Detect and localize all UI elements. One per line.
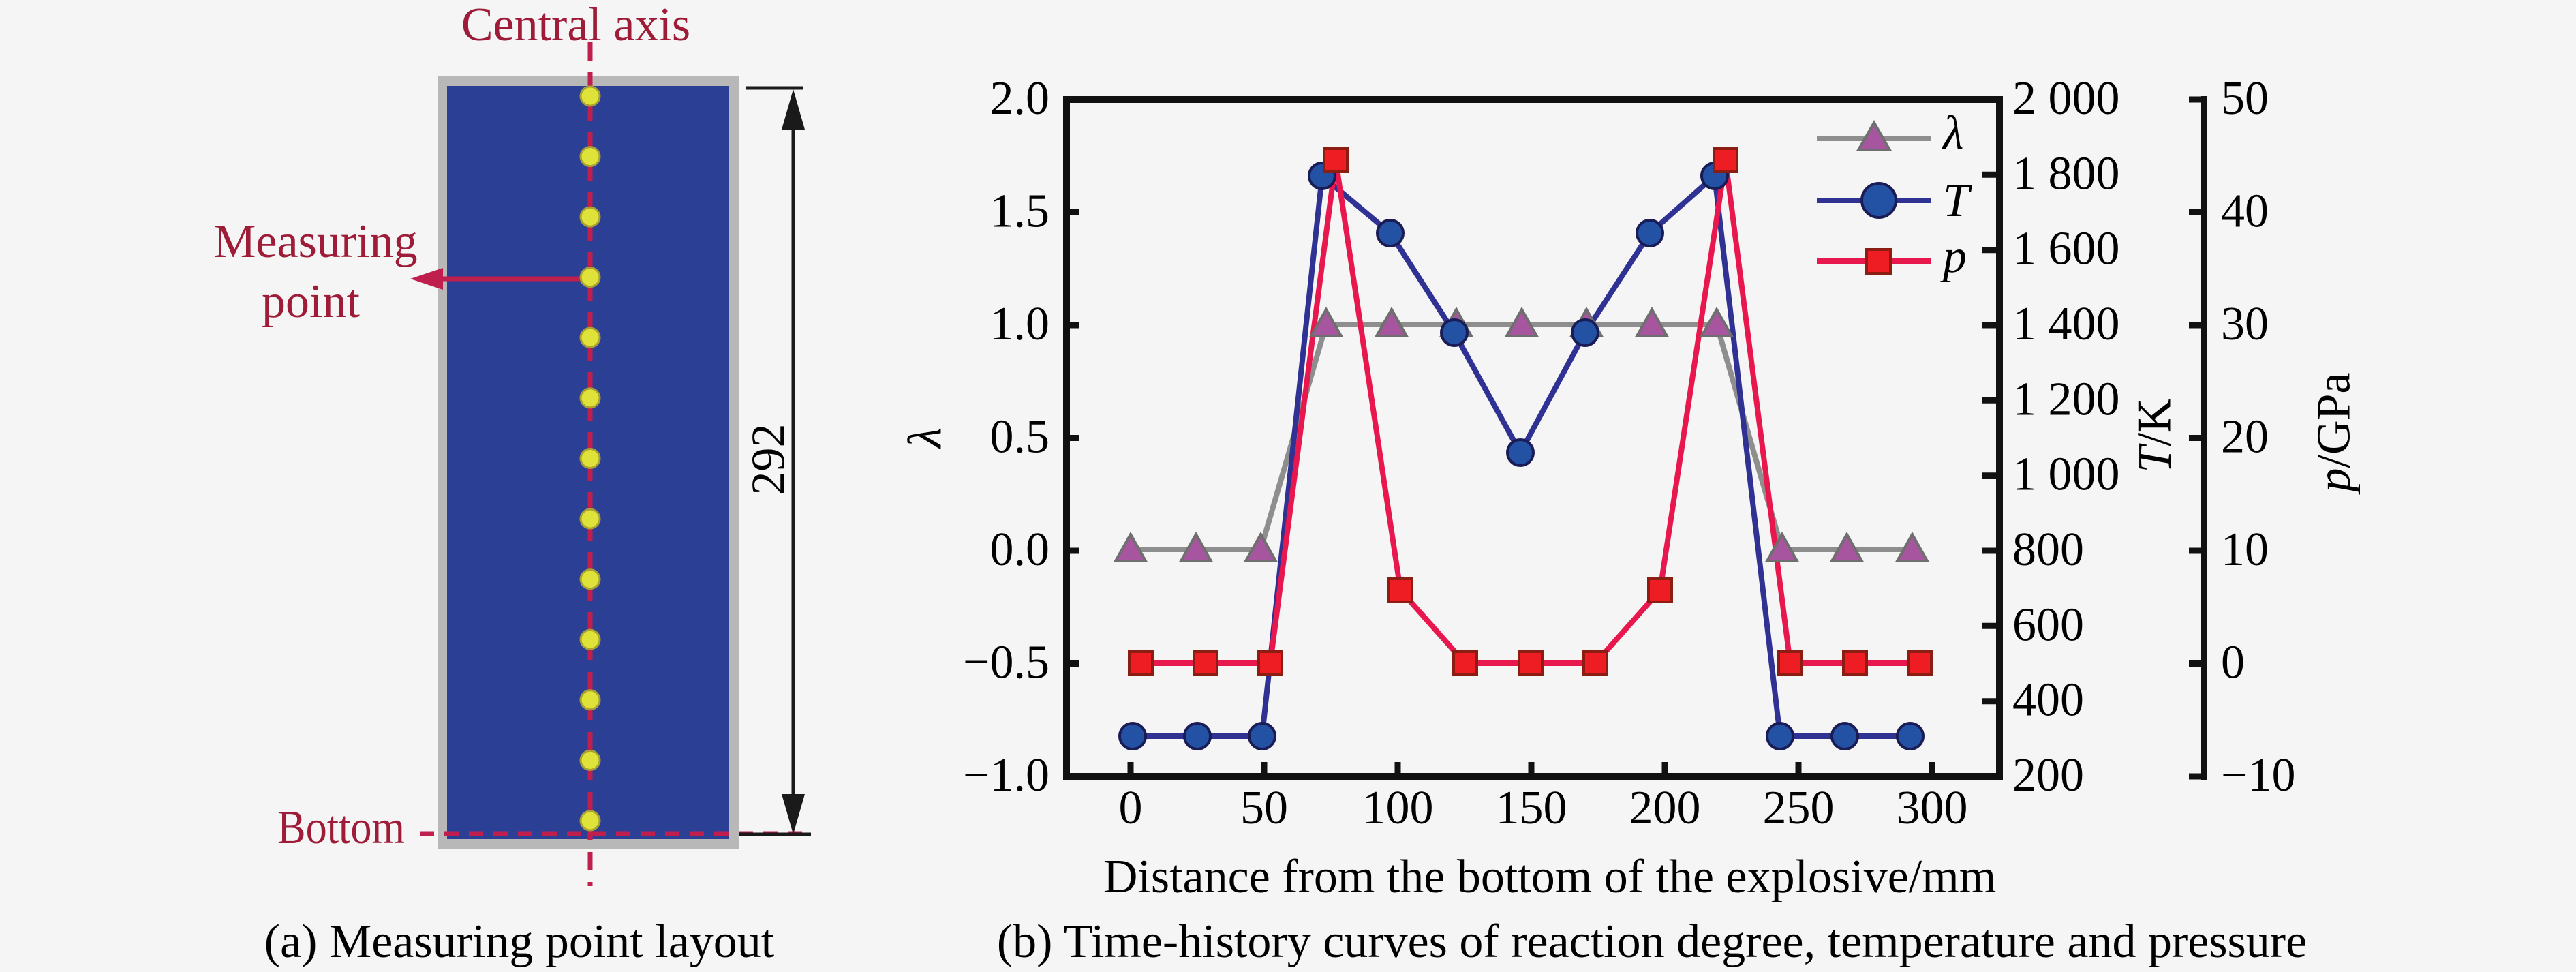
svg-text:λ: λ	[1942, 107, 1963, 160]
svg-text:0: 0	[2221, 637, 2245, 689]
svg-text:600: 600	[2012, 598, 2084, 651]
svg-text:p/GPa: p/GPa	[2308, 373, 2361, 496]
svg-text:50: 50	[2221, 72, 2269, 125]
svg-text:Bottom: Bottom	[277, 802, 405, 854]
svg-text:1 800: 1 800	[2012, 147, 2120, 200]
svg-text:250: 250	[1763, 782, 1835, 834]
svg-text:2 000: 2 000	[2012, 72, 2120, 125]
svg-text:100: 100	[1362, 782, 1434, 834]
svg-text:2.0: 2.0	[990, 72, 1050, 125]
svg-text:30: 30	[2221, 298, 2269, 350]
svg-text:(a) Measuring point layout: (a) Measuring point layout	[264, 915, 775, 968]
svg-text:200: 200	[2012, 749, 2084, 802]
svg-text:20: 20	[2221, 411, 2269, 464]
svg-text:1 000: 1 000	[2012, 449, 2120, 501]
svg-text:200: 200	[1629, 782, 1701, 834]
svg-text:150: 150	[1496, 782, 1567, 834]
svg-text:1 400: 1 400	[2012, 298, 2120, 350]
svg-text:Distance from the bottom of th: Distance from the bottom of the explosiv…	[1103, 851, 1996, 903]
svg-text:400: 400	[2012, 674, 2084, 727]
svg-text:λ: λ	[900, 427, 952, 449]
svg-text:point: point	[262, 275, 360, 328]
svg-text:50: 50	[1240, 782, 1288, 834]
svg-text:1 600: 1 600	[2012, 223, 2120, 275]
svg-text:1 200: 1 200	[2012, 373, 2120, 425]
svg-text:Measuring: Measuring	[213, 215, 417, 268]
svg-text:300: 300	[1897, 782, 1968, 834]
svg-text:T: T	[1943, 174, 1973, 227]
svg-text:0.5: 0.5	[990, 411, 1050, 464]
svg-text:p: p	[1939, 230, 1967, 283]
svg-text:0: 0	[1119, 782, 1143, 834]
svg-text:800: 800	[2012, 523, 2084, 576]
svg-text:1.0: 1.0	[990, 298, 1050, 350]
svg-text:−10: −10	[2221, 749, 2295, 802]
svg-text:(b) Time-history curves of rea: (b) Time-history curves of reaction degr…	[997, 915, 2307, 968]
svg-text:−0.5: −0.5	[963, 637, 1049, 689]
svg-text:292: 292	[743, 424, 795, 496]
svg-text:10: 10	[2221, 523, 2269, 576]
svg-text:1.5: 1.5	[990, 185, 1050, 238]
svg-text:0.0: 0.0	[990, 523, 1050, 576]
svg-text:T/K: T/K	[2129, 399, 2181, 473]
svg-text:−1.0: −1.0	[963, 749, 1049, 802]
svg-text:Central axis: Central axis	[461, 0, 690, 51]
svg-text:40: 40	[2221, 185, 2269, 238]
